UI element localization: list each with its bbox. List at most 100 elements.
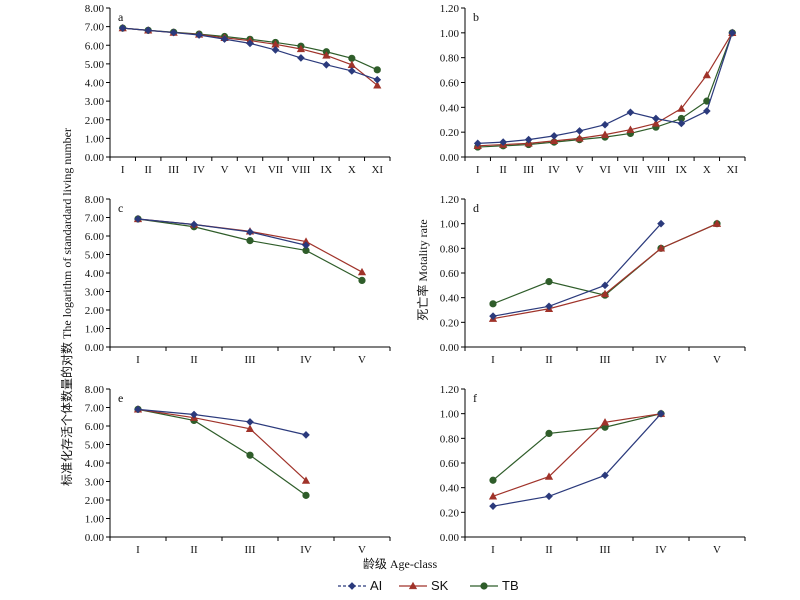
x-tick-label: VII: [623, 164, 639, 176]
x-tick-label: III: [245, 544, 256, 556]
data-point-ai: [524, 135, 533, 144]
y-tick-label: 1.00: [85, 133, 105, 145]
data-point-ai: [195, 31, 203, 39]
y-tick-label: 2.00: [85, 115, 105, 127]
data-point-ai: [169, 28, 178, 37]
x-tick-label: VI: [244, 164, 256, 176]
data-point-sk: [575, 134, 584, 142]
y-tick-label: 3.00: [85, 96, 105, 108]
y-tick-label: 0.20: [440, 317, 460, 329]
legend: AI SK TB: [338, 578, 519, 593]
y-tick-label: 0.20: [440, 507, 460, 519]
panel-e: 0.001.002.003.004.005.006.007.008.00I II I…: [85, 384, 391, 556]
x-tick-label: I: [491, 544, 495, 556]
legend-marker-tb: [480, 582, 488, 590]
y-tick-label: 1.00: [85, 514, 105, 526]
x-tick-label: X: [348, 164, 356, 176]
data-point-sk: [301, 476, 311, 484]
series-line-tb: [122, 27, 378, 71]
x-tick-label: V: [576, 164, 584, 176]
data-point-ai: [728, 29, 737, 37]
y-tick-label: 6.00: [85, 421, 105, 433]
series-line-tb: [137, 408, 307, 496]
series-line-tb: [492, 413, 662, 481]
x-tick-label: I: [136, 544, 140, 556]
x-tick-label: IV: [655, 354, 667, 366]
y-tick-label: 0.20: [440, 127, 460, 139]
y-tick-label: 1.00: [440, 28, 460, 40]
series-line-sk: [492, 223, 718, 320]
series-line-ai: [137, 218, 307, 246]
data-point-sk: [677, 104, 686, 112]
y-tick-label: 0.00: [440, 532, 460, 544]
x-tick-label: I: [121, 164, 125, 176]
data-point-ai: [297, 54, 305, 62]
x-tick-label: V: [713, 544, 721, 556]
x-tick-label: X: [703, 164, 711, 176]
y-tick-label: 0.60: [440, 78, 460, 90]
data-point-tb: [545, 429, 553, 438]
panel-letter: c: [118, 201, 123, 215]
y-tick-label: 0.80: [440, 53, 460, 65]
data-point-ai: [626, 108, 635, 117]
x-tick-label: I: [491, 354, 495, 366]
data-point-tb: [373, 66, 381, 74]
y-tick-label: 0.00: [440, 342, 460, 354]
data-point-ai: [545, 302, 553, 311]
y-tick-label: 2.00: [85, 305, 105, 317]
data-point-sk: [626, 125, 635, 133]
data-point-ai: [373, 75, 382, 84]
data-point-tb: [358, 276, 366, 285]
data-point-ai: [601, 120, 609, 129]
chart-panels: 0.001.002.003.004.005.006.007.008.00I II I…: [85, 3, 746, 556]
y-tick-label: 1.20: [440, 384, 460, 396]
legend-label-sk: SK: [431, 578, 449, 593]
legend-label-tb: TB: [502, 578, 519, 593]
data-point-ai: [545, 492, 553, 501]
data-point-ai: [144, 26, 153, 35]
x-tick-label: XI: [371, 164, 383, 176]
y-tick-label: 7.00: [85, 213, 105, 225]
left-y-axis-label: 标准化存活个体数量的对数 The logarithm of standardar…: [59, 128, 74, 486]
data-point-tb: [489, 476, 497, 484]
data-point-ai: [575, 127, 584, 135]
y-tick-label: 1.00: [440, 409, 460, 421]
y-tick-label: 4.00: [85, 268, 105, 280]
y-tick-label: 3.00: [85, 287, 105, 299]
data-point-ai: [347, 67, 356, 75]
y-tick-label: 6.00: [85, 40, 105, 52]
data-point-ai: [118, 24, 127, 32]
data-point-ai: [302, 241, 310, 250]
x-tick-label: II: [190, 354, 198, 366]
data-point-sk: [322, 51, 331, 59]
series-line-sk: [492, 413, 662, 497]
y-tick-label: 2.00: [85, 495, 105, 507]
x-axis-label: 龄级 Age-class: [363, 557, 438, 571]
data-point-ai: [246, 39, 254, 48]
y-tick-label: 5.00: [85, 59, 105, 71]
series-line-sk: [477, 32, 733, 147]
x-tick-label: III: [600, 544, 611, 556]
legend-marker-sk: [408, 581, 418, 590]
x-tick-label: IV: [300, 544, 312, 556]
y-tick-label: 0.40: [440, 293, 460, 305]
y-tick-label: 4.00: [85, 458, 105, 470]
data-point-ai: [601, 471, 609, 480]
panel-letter: a: [118, 10, 124, 24]
data-point-ai: [134, 215, 142, 223]
y-tick-label: 0.00: [85, 532, 105, 544]
series-line-tb: [477, 32, 733, 148]
x-tick-label: V: [358, 354, 366, 366]
data-point-sk: [651, 119, 661, 127]
data-point-sk: [549, 136, 559, 145]
x-tick-label: II: [545, 354, 553, 366]
data-point-tb: [489, 300, 497, 308]
legend-marker-ai: [348, 582, 356, 590]
x-tick-label: II: [145, 164, 153, 176]
x-tick-label: III: [600, 354, 611, 366]
y-tick-label: 1.00: [85, 324, 105, 336]
x-tick-label: III: [523, 164, 534, 176]
data-point-sk: [712, 219, 722, 227]
data-point-tb: [246, 451, 254, 459]
y-tick-label: 6.00: [85, 231, 105, 243]
